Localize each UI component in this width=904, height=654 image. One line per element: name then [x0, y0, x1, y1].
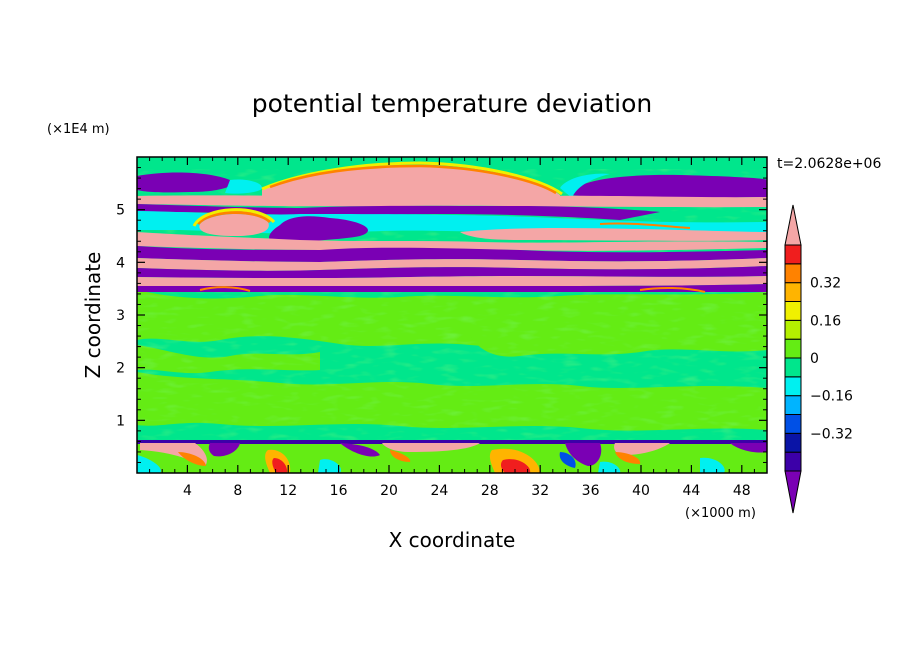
x-axis-label: X coordinate [389, 528, 516, 552]
x-axis: 4 8 12 16 20 24 28 32 36 40 44 48 [149, 157, 755, 499]
boundary-top-line [137, 440, 767, 444]
colorbar-upper-arrow [784, 204, 802, 246]
y-axis-label: Z coordinate [81, 252, 105, 379]
layer-purple-3 [137, 284, 767, 292]
bl-purple-46 [730, 443, 767, 453]
mid-salmon-right [460, 228, 767, 241]
y-tick-label: 4 [116, 255, 125, 271]
layer-purple-4a [137, 246, 767, 262]
x-tick-label: 48 [733, 483, 751, 499]
layer-salmon-3 [137, 276, 767, 286]
colorbar-box [784, 451, 802, 472]
bl-blue-36 [559, 452, 576, 468]
x-tick-label: 12 [279, 483, 297, 499]
colorbar: 0.32 0.16 0 −0.16 −0.32 [784, 204, 853, 514]
mid-purple-hook [269, 216, 369, 245]
layer-salmon-4b [137, 258, 767, 271]
bl-purple-left [208, 443, 240, 457]
plot-field [137, 157, 767, 473]
upper-salmon-dome [262, 165, 560, 200]
colorbar-box [784, 432, 802, 453]
bl-salmon-left [140, 443, 207, 466]
colorbar-box [784, 338, 802, 359]
layer-purple-5 [137, 204, 660, 220]
x-tick-label: 24 [430, 483, 448, 499]
bl-salmon-40 [614, 443, 670, 456]
layer-orange-fringe [199, 286, 251, 292]
upper-red-rim [269, 164, 557, 195]
layer-purple-4b [137, 266, 767, 278]
colorbar-box [784, 395, 802, 415]
y-axis: 1 2 3 4 5 [116, 167, 767, 463]
y-unit-label: (×1E4 m) [47, 122, 110, 137]
bl-red-40 [615, 452, 641, 464]
y-tick-label: 3 [116, 308, 125, 324]
bl-salmon-mid [382, 443, 480, 452]
colorbar-label: 0.32 [810, 276, 841, 292]
bl-red-mid [390, 450, 411, 462]
bl-red-30 [500, 459, 531, 473]
bl-purple-mid [340, 443, 380, 457]
x-tick-label: 36 [582, 483, 600, 499]
layer-salmon-5 [137, 195, 767, 208]
time-label: t=2.0628e+06 [777, 156, 881, 172]
colorbar-box [784, 282, 802, 302]
colorbar-box [784, 263, 802, 284]
layer-orange-fringe-r [639, 286, 706, 293]
colorbar-box [784, 319, 802, 340]
colorbar-box [784, 376, 802, 397]
colorbar-label: −0.32 [810, 426, 853, 442]
y-tick-label: 2 [116, 361, 125, 377]
upper-cyan-left [225, 179, 262, 194]
bl-cyan-patches [137, 455, 725, 473]
y-tick-label: 1 [116, 413, 125, 429]
colorbar-label: −0.16 [810, 389, 853, 405]
x-tick-label: 4 [183, 483, 192, 499]
mid-salmon-left-blob [199, 213, 269, 236]
bl-red-left [178, 452, 206, 466]
x-tick-label: 40 [632, 483, 650, 499]
upper-cyan-right [560, 173, 610, 198]
chart-title: potential temperature deviation [252, 89, 652, 118]
mid-orange-right [599, 222, 691, 229]
x-tick-label: 8 [233, 483, 242, 499]
colorbar-box [784, 301, 802, 321]
upper-purple-left [137, 172, 232, 193]
top-green-band [137, 157, 767, 169]
mid-red-rim-left [196, 211, 272, 226]
x-tick-label: 28 [481, 483, 499, 499]
colorbar-box [784, 244, 802, 265]
mid-yellow-rim-left [192, 208, 276, 227]
x-tick-label: 44 [682, 483, 700, 499]
colorbar-box [784, 414, 802, 434]
x-unit-label: (×1000 m) [685, 506, 756, 521]
colorbar-lower-arrow [784, 470, 802, 514]
x-tick-label: 20 [380, 483, 398, 499]
colorbar-box [784, 357, 802, 378]
x-tick-label: 16 [330, 483, 348, 499]
upper-purple-right [570, 174, 767, 199]
colorbar-label: 0 [810, 351, 819, 367]
colorbar-label: 0.16 [810, 313, 841, 329]
layer-salmon-4a [137, 232, 767, 251]
y-tick-label: 5 [116, 203, 125, 219]
x-tick-label: 32 [531, 483, 549, 499]
bl-purple-36 [565, 443, 602, 466]
